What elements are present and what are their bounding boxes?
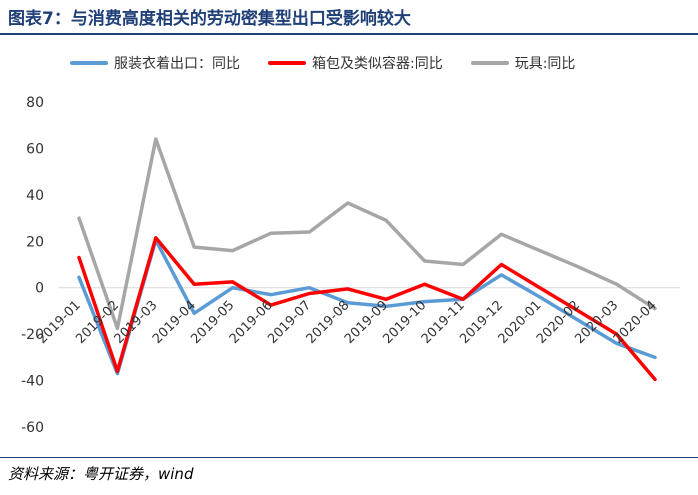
legend-label-clothing: 服装衣着出口：同比: [114, 56, 240, 72]
y-tick-label: 60: [26, 141, 44, 157]
chart-title: 图表7：与消费高度相关的劳动密集型出口受影响较大: [8, 9, 411, 29]
title-rule: [0, 33, 698, 35]
y-tick-label: 80: [26, 95, 44, 111]
legend-swatch-toys: [470, 61, 509, 65]
legend-swatch-bags: [268, 61, 306, 65]
legend-label-toys: 玩具:同比: [514, 56, 576, 72]
y-tick-label: 40: [26, 188, 44, 204]
legend-label-bags: 箱包及类似容器:同比: [312, 56, 443, 72]
y-tick-label: 0: [35, 281, 44, 297]
legend-swatch-clothing: [70, 61, 108, 65]
footer-rule: [0, 457, 698, 458]
y-tick-label: -20: [21, 327, 44, 343]
legend: 服装衣着出口：同比 箱包及类似容器:同比 玩具:同比: [70, 53, 603, 73]
y-tick-label: -40: [21, 374, 44, 390]
series-line-1: [77, 236, 657, 382]
legend-item-clothing: 服装衣着出口：同比: [70, 53, 240, 73]
y-tick-label: -60: [21, 420, 44, 436]
source-note: 资料来源：粤开证券，wind: [8, 465, 194, 483]
series-line-2: [77, 137, 657, 331]
y-tick-label: 20: [26, 234, 44, 250]
series-line-0: [77, 238, 657, 376]
legend-item-bags: 箱包及类似容器:同比: [268, 53, 443, 73]
legend-item-toys: 玩具:同比: [470, 53, 576, 73]
